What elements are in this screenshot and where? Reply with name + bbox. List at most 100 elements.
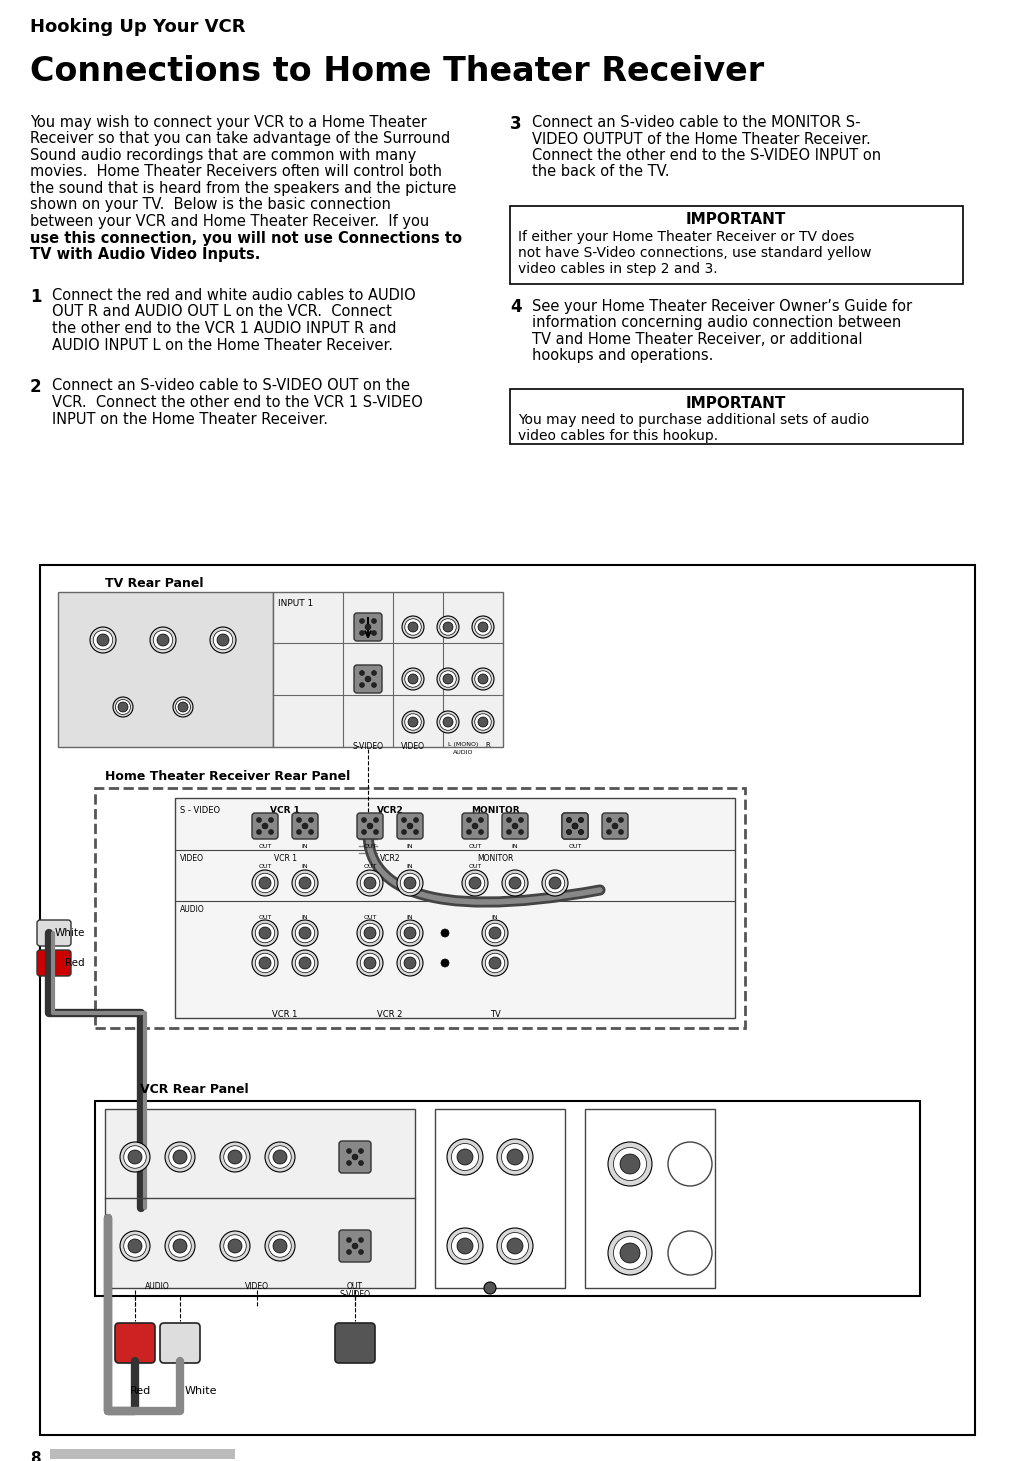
- Circle shape: [404, 877, 416, 888]
- Circle shape: [262, 823, 268, 828]
- Circle shape: [478, 717, 488, 728]
- Circle shape: [360, 618, 365, 624]
- Circle shape: [397, 950, 423, 976]
- Text: Red: Red: [130, 1386, 151, 1397]
- Circle shape: [619, 818, 623, 823]
- Circle shape: [265, 1143, 295, 1172]
- Text: video cables for this hookup.: video cables for this hookup.: [518, 430, 718, 443]
- Text: S-VIDEO: S-VIDEO: [353, 742, 384, 751]
- Circle shape: [252, 950, 278, 976]
- Text: R: R: [485, 742, 490, 748]
- FancyBboxPatch shape: [160, 1324, 200, 1363]
- FancyBboxPatch shape: [272, 592, 503, 747]
- Text: You may wish to connect your VCR to a Home Theater: You may wish to connect your VCR to a Ho…: [30, 115, 426, 130]
- Circle shape: [485, 953, 504, 973]
- Circle shape: [178, 701, 188, 712]
- Text: VIDEO: VIDEO: [245, 1281, 269, 1292]
- FancyBboxPatch shape: [50, 1449, 235, 1460]
- Text: INPUT on the Home Theater Receiver.: INPUT on the Home Theater Receiver.: [52, 412, 328, 427]
- Circle shape: [478, 622, 488, 633]
- Circle shape: [465, 874, 485, 893]
- Text: Connections to Home Theater Receiver: Connections to Home Theater Receiver: [30, 56, 764, 88]
- Text: the other end to the VCR 1 AUDIO INPUT R and: the other end to the VCR 1 AUDIO INPUT R…: [52, 321, 396, 336]
- Circle shape: [566, 830, 571, 834]
- Circle shape: [292, 920, 318, 947]
- Circle shape: [224, 1145, 246, 1169]
- Circle shape: [268, 818, 274, 823]
- Circle shape: [475, 714, 491, 730]
- Text: Hooking Up Your VCR: Hooking Up Your VCR: [30, 18, 245, 37]
- Circle shape: [297, 818, 302, 823]
- Text: IN: IN: [406, 915, 413, 920]
- FancyBboxPatch shape: [175, 798, 735, 1018]
- Circle shape: [408, 622, 418, 633]
- Circle shape: [484, 1281, 496, 1294]
- Text: INPUT 1: INPUT 1: [278, 599, 313, 608]
- Text: hookups and operations.: hookups and operations.: [532, 348, 713, 362]
- Circle shape: [506, 1237, 523, 1254]
- Circle shape: [519, 830, 524, 834]
- FancyBboxPatch shape: [562, 812, 588, 839]
- Circle shape: [440, 671, 456, 687]
- Circle shape: [359, 1148, 364, 1154]
- Circle shape: [299, 926, 311, 939]
- Circle shape: [441, 958, 449, 967]
- Circle shape: [405, 619, 421, 636]
- Circle shape: [299, 957, 311, 969]
- Circle shape: [359, 1160, 364, 1166]
- Circle shape: [467, 830, 471, 834]
- Circle shape: [352, 1154, 358, 1160]
- Circle shape: [173, 1150, 187, 1164]
- Circle shape: [457, 1237, 473, 1254]
- Text: OUT: OUT: [468, 863, 482, 869]
- Circle shape: [359, 1237, 364, 1242]
- Circle shape: [512, 823, 518, 828]
- Circle shape: [255, 874, 275, 893]
- FancyBboxPatch shape: [95, 1102, 920, 1296]
- FancyBboxPatch shape: [435, 1109, 565, 1289]
- Text: between your VCR and Home Theater Receiver.  If you: between your VCR and Home Theater Receiv…: [30, 213, 430, 229]
- Circle shape: [475, 671, 491, 687]
- Circle shape: [509, 877, 521, 888]
- Circle shape: [607, 818, 612, 823]
- Circle shape: [173, 697, 193, 717]
- FancyBboxPatch shape: [562, 812, 588, 839]
- Circle shape: [400, 953, 419, 973]
- Circle shape: [256, 830, 261, 834]
- FancyBboxPatch shape: [339, 1230, 371, 1262]
- Circle shape: [440, 714, 456, 730]
- Circle shape: [452, 1144, 478, 1170]
- Text: Home Theater Receiver Rear Panel: Home Theater Receiver Rear Panel: [105, 770, 350, 783]
- Circle shape: [118, 701, 128, 712]
- Circle shape: [614, 1236, 646, 1270]
- Circle shape: [352, 1243, 358, 1249]
- Circle shape: [578, 830, 583, 834]
- FancyBboxPatch shape: [292, 812, 318, 839]
- Circle shape: [404, 926, 416, 939]
- Circle shape: [157, 634, 169, 646]
- Text: OUT: OUT: [258, 844, 271, 849]
- Text: Connect an S-video cable to S-VIDEO OUT on the: Connect an S-video cable to S-VIDEO OUT …: [52, 378, 410, 393]
- Text: S - VIDEO: S - VIDEO: [180, 806, 220, 815]
- Circle shape: [457, 1148, 473, 1164]
- Circle shape: [668, 1143, 712, 1186]
- Circle shape: [169, 1145, 191, 1169]
- Text: Receiver so that you can take advantage of the Surround: Receiver so that you can take advantage …: [30, 131, 450, 146]
- Text: IN: IN: [302, 844, 308, 849]
- Text: OUT R and AUDIO OUT L on the VCR.  Connect: OUT R and AUDIO OUT L on the VCR. Connec…: [52, 304, 392, 320]
- Circle shape: [482, 920, 508, 947]
- Circle shape: [346, 1237, 352, 1242]
- Text: OUT: OUT: [364, 863, 377, 869]
- Text: VCR Rear Panel: VCR Rear Panel: [140, 1083, 248, 1096]
- Circle shape: [489, 926, 501, 939]
- Circle shape: [128, 1239, 142, 1254]
- Circle shape: [405, 671, 421, 687]
- Circle shape: [402, 668, 424, 690]
- Text: OUT: OUT: [347, 1281, 363, 1292]
- Circle shape: [402, 617, 424, 638]
- Circle shape: [259, 957, 271, 969]
- Circle shape: [361, 923, 380, 942]
- FancyBboxPatch shape: [37, 920, 71, 947]
- Circle shape: [401, 830, 406, 834]
- Circle shape: [346, 1160, 352, 1166]
